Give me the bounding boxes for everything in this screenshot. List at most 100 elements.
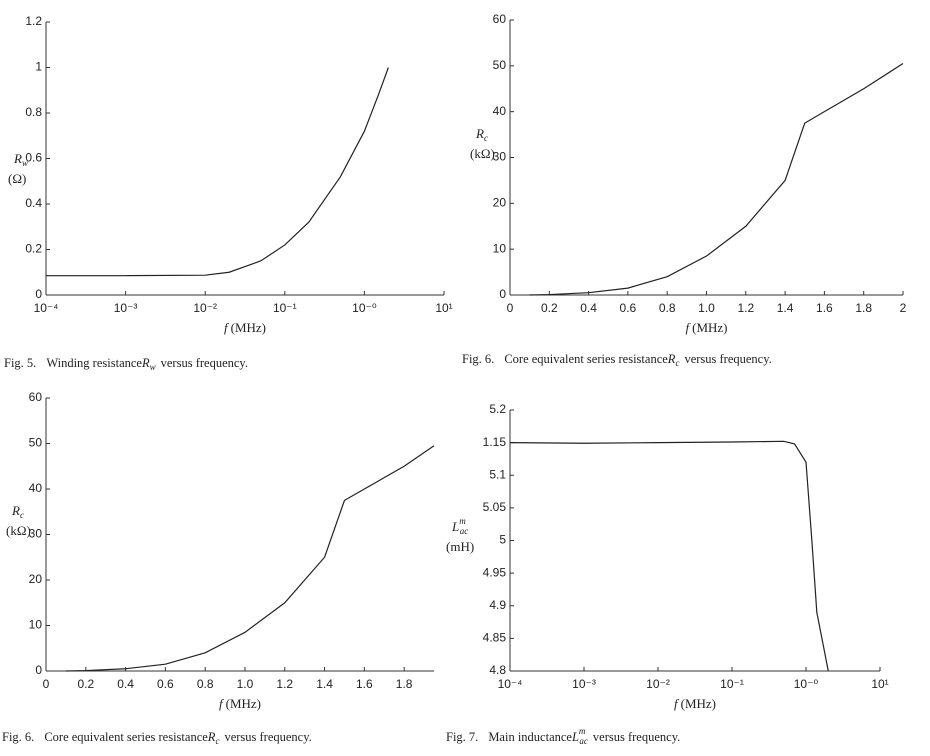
superscript: m xyxy=(459,516,466,526)
y-tick-label: 5.05 xyxy=(483,500,507,514)
y-axis-label: Rw xyxy=(13,151,28,168)
x-tick-label: 0.2 xyxy=(77,677,94,691)
x-tick-label: 0.4 xyxy=(580,301,597,315)
x-tick-label: 0.6 xyxy=(620,301,637,315)
y-tick-label: 1 xyxy=(35,60,42,74)
x-tick-label: 10⁻⁴ xyxy=(498,677,523,691)
x-tick-label: 1.6 xyxy=(816,301,833,315)
x-tick-label: 1.4 xyxy=(777,301,794,315)
x-tick-label: 1.0 xyxy=(237,677,254,691)
symbol: R xyxy=(11,503,20,518)
x-tick-label: 0.4 xyxy=(117,677,134,691)
x-tick-label: 10⁻² xyxy=(193,301,217,315)
y-tick-label: 50 xyxy=(29,436,43,450)
x-tick-label: 0 xyxy=(43,677,50,691)
chart: 0 10 20 30 40 50 60 0 0.2 0.4 0.6 0.8 1.0 1.2 1.4 1.6 1.… xyxy=(462,12,907,368)
subscript: c xyxy=(20,510,24,520)
x-axis-label: f (MHz) xyxy=(224,320,266,335)
y-tick-label: 0.4 xyxy=(25,196,42,210)
caption-text: versus frequency. xyxy=(224,730,311,744)
caption-number: Fig. 5. xyxy=(4,356,36,370)
y-axis-label: Lm ac xyxy=(451,516,468,536)
caption-text: versus frequency. xyxy=(161,356,248,370)
subscript: w xyxy=(150,362,156,372)
y-tick-label: 4.95 xyxy=(483,565,507,579)
x-tick-label: 10⁻³ xyxy=(114,301,138,315)
chart: 0 0.2 0.4 0.6 0.8 1 1.2 10⁻⁴ 10⁻³ 10⁻² 10⁻¹ 10⁻⁰ 10¹… xyxy=(4,14,453,372)
x-tick-label: 2 xyxy=(900,301,907,315)
y-tick-label: 0.8 xyxy=(25,105,42,119)
caption-text: Winding resistance xyxy=(46,356,142,370)
y-axis-unit: (kΩ) xyxy=(6,523,31,538)
subscript: c xyxy=(675,358,679,368)
caption: Fig. 7. Main inductanceLm ac versus frequen… xyxy=(446,726,680,746)
y-tick-label: 0 xyxy=(35,287,42,301)
x-tick-label: 0 xyxy=(507,301,514,315)
x-tick-label: 10⁻¹ xyxy=(720,677,744,691)
data-line xyxy=(529,63,904,296)
caption-text: Core equivalent series resistance xyxy=(44,730,208,744)
x-tick-label: 10⁻³ xyxy=(572,677,596,691)
y-axis-unit: (kΩ) xyxy=(470,146,495,161)
caption: Fig. 6. Core equivalent series resistance… xyxy=(2,730,312,746)
unit: (MHz) xyxy=(681,696,716,711)
y-tick-label: 4.8 xyxy=(489,663,506,677)
symbol: f xyxy=(224,320,230,335)
x-tick-label: 1.8 xyxy=(396,677,413,691)
symbol: R xyxy=(667,352,676,366)
subscript: ac xyxy=(460,526,469,536)
y-tick-label: 30 xyxy=(493,150,507,164)
subscript: c xyxy=(484,133,488,143)
x-tick-label: 1.8 xyxy=(855,301,872,315)
symbol: R xyxy=(13,151,22,166)
chart: 0 10 20 30 40 50 60 0 0.2 0.4 0.6 0.8 1.0 1.2 1.4 1.6 1.… xyxy=(2,390,435,746)
y-axis-unit: (Ω) xyxy=(8,171,26,186)
y-tick-label: 0 xyxy=(499,287,506,301)
data-line xyxy=(509,440,829,672)
y-tick-label: 50 xyxy=(493,58,507,72)
y-tick-label: 1.15 xyxy=(483,435,507,449)
chart: 4.8 4.85 4.9 4.95 5 5.05 5.1 1.15 5.2 10⁻⁴ 10⁻³ 10⁻… xyxy=(446,402,889,746)
symbol: f xyxy=(674,696,680,711)
caption-text: versus frequency. xyxy=(593,730,680,744)
data-line xyxy=(46,67,389,277)
y-tick-label: 60 xyxy=(493,12,507,26)
x-tick-label: 0.2 xyxy=(541,301,558,315)
x-tick-label: 10¹ xyxy=(435,301,452,315)
y-tick-label: 1.2 xyxy=(25,14,42,28)
x-axis-label: f (MHz) xyxy=(219,696,261,711)
x-tick-label: 10⁻⁰ xyxy=(794,677,819,691)
caption-number: Fig. 7. xyxy=(446,730,478,744)
y-tick-label: 10 xyxy=(29,618,43,632)
y-tick-label: 5.1 xyxy=(489,467,506,481)
x-tick-label: 1.6 xyxy=(356,677,373,691)
symbol: R xyxy=(141,356,150,370)
x-tick-label: 0.6 xyxy=(157,677,174,691)
y-tick-label: 30 xyxy=(29,527,43,541)
x-tick-label: 1.0 xyxy=(698,301,715,315)
x-tick-label: 10¹ xyxy=(871,677,888,691)
symbol: L xyxy=(571,730,579,744)
y-tick-label: 5 xyxy=(499,533,506,547)
subscript: w xyxy=(22,158,28,168)
caption-text: versus frequency. xyxy=(684,352,771,366)
unit: (MHz) xyxy=(231,320,266,335)
unit: (MHz) xyxy=(692,320,727,335)
x-tick-label: 0.8 xyxy=(197,677,214,691)
caption-number: Fig. 6. xyxy=(2,730,34,744)
x-axis-label: f (MHz) xyxy=(685,320,727,335)
caption: Fig. 5. Winding resistanceRw versus freque… xyxy=(4,356,248,372)
subscript: c xyxy=(215,736,219,746)
symbol: f xyxy=(219,696,225,711)
x-tick-label: 10⁻² xyxy=(646,677,670,691)
y-axis-label: Rc xyxy=(475,126,488,143)
x-tick-label: 0.8 xyxy=(659,301,676,315)
superscript: m xyxy=(579,726,586,736)
caption-text: Core equivalent series resistance xyxy=(504,352,668,366)
x-tick-label: 10⁻⁰ xyxy=(352,301,377,315)
y-tick-label: 40 xyxy=(29,481,43,495)
caption-number: Fig. 6. xyxy=(462,352,494,366)
y-tick-label: 20 xyxy=(493,196,507,210)
y-tick-label: 40 xyxy=(493,104,507,118)
